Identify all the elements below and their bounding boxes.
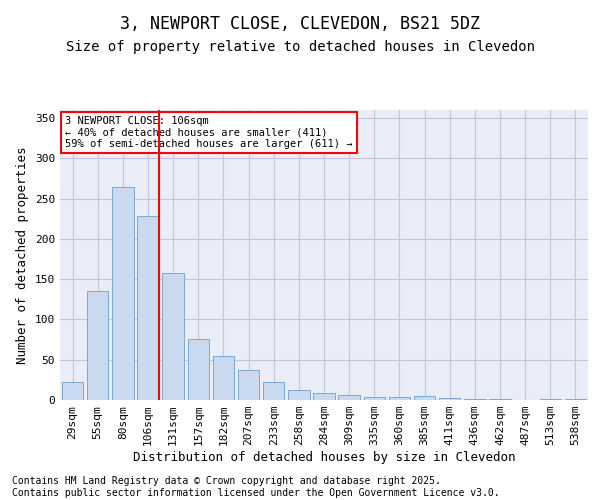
- Bar: [565, 399, 586, 400]
- Bar: [213, 356, 234, 400]
- Bar: [238, 370, 259, 400]
- Text: 3 NEWPORT CLOSE: 106sqm
← 40% of detached houses are smaller (411)
59% of semi-d: 3 NEWPORT CLOSE: 106sqm ← 40% of detache…: [65, 116, 353, 149]
- Bar: [163, 272, 184, 400]
- Text: 3, NEWPORT CLOSE, CLEVEDON, BS21 5DZ: 3, NEWPORT CLOSE, CLEVEDON, BS21 5DZ: [120, 15, 480, 33]
- X-axis label: Distribution of detached houses by size in Clevedon: Distribution of detached houses by size …: [133, 451, 515, 464]
- Bar: [414, 396, 435, 400]
- Bar: [288, 390, 310, 400]
- Bar: [439, 398, 460, 400]
- Y-axis label: Number of detached properties: Number of detached properties: [16, 146, 29, 364]
- Bar: [490, 399, 511, 400]
- Bar: [464, 399, 485, 400]
- Bar: [364, 397, 385, 400]
- Bar: [539, 399, 561, 400]
- Bar: [188, 339, 209, 400]
- Bar: [112, 186, 134, 400]
- Text: Contains HM Land Registry data © Crown copyright and database right 2025.
Contai: Contains HM Land Registry data © Crown c…: [12, 476, 500, 498]
- Bar: [313, 393, 335, 400]
- Bar: [389, 397, 410, 400]
- Bar: [87, 291, 109, 400]
- Bar: [338, 395, 360, 400]
- Text: Size of property relative to detached houses in Clevedon: Size of property relative to detached ho…: [65, 40, 535, 54]
- Bar: [62, 382, 83, 400]
- Bar: [137, 216, 158, 400]
- Bar: [263, 382, 284, 400]
